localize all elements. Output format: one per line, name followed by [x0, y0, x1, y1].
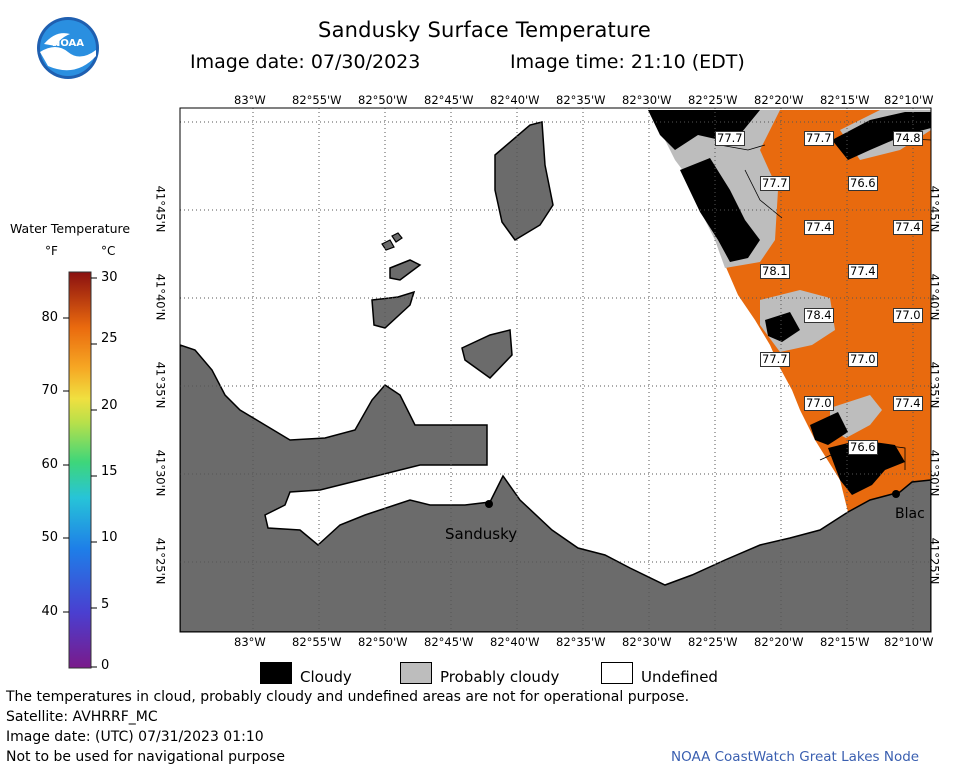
temperature-label: 74.8	[893, 131, 923, 146]
legend-c-tick: 30	[101, 270, 118, 285]
map-title: Sandusky Surface Temperature	[318, 18, 651, 42]
temperature-label: 77.7	[760, 176, 790, 191]
legend-c-tick: 15	[101, 464, 118, 479]
lat-label-left: 41°40'N	[153, 273, 168, 321]
lon-label-top: 82°10'W	[884, 93, 934, 107]
temperature-label: 76.6	[848, 440, 878, 455]
color-scale-bar	[63, 271, 97, 669]
lon-label-top: 82°55'W	[292, 93, 342, 107]
temperature-label: 78.4	[804, 308, 834, 323]
legend-c-tick: 0	[101, 658, 110, 673]
lon-label-top: 82°20'W	[754, 93, 804, 107]
temperature-label: 76.6	[848, 176, 878, 191]
legend-c-tick: 20	[101, 398, 118, 413]
cloudy-region	[828, 440, 905, 495]
legend-c-tick: 5	[101, 597, 110, 612]
city-marker	[485, 500, 493, 508]
lon-label-bottom: 82°10'W	[884, 635, 934, 649]
lat-label-left: 41°30'N	[153, 449, 168, 497]
disclaimer-text: The temperatures in cloud, probably clou…	[6, 689, 690, 705]
land-region	[180, 344, 931, 632]
legend-f-tick: 60	[41, 457, 58, 472]
lon-label-top: 82°25'W	[688, 93, 738, 107]
image-time: Image time: 21:10 (EDT)	[510, 51, 745, 73]
undefined-swatch	[601, 662, 633, 684]
temperature-label: 77.0	[893, 308, 923, 323]
temperature-label: 77.7	[715, 131, 745, 146]
noaa-logo-icon: NOAA	[37, 17, 99, 79]
island	[391, 232, 403, 243]
place-label-sandusky: Sandusky	[445, 525, 518, 543]
temperature-label: 77.4	[848, 264, 878, 279]
cloudy-region	[648, 110, 760, 150]
undefined-label: Undefined	[641, 668, 718, 686]
lon-label-top: 82°45'W	[424, 93, 474, 107]
lon-label-bottom: 82°20'W	[754, 635, 804, 649]
legend-title: Water Temperature	[10, 221, 131, 236]
probably-cloudy-swatch	[400, 662, 432, 684]
temperature-label: 77.4	[893, 220, 923, 235]
lon-label-top: 82°15'W	[820, 93, 870, 107]
island	[371, 290, 416, 329]
probably-cloudy-label: Probably cloudy	[440, 668, 560, 686]
lon-label-bottom: 82°45'W	[424, 635, 474, 649]
temperature-label: 77.0	[848, 352, 878, 367]
lat-label-left: 41°45'N	[153, 185, 168, 233]
utc-date-text: Image date: (UTC) 07/31/2023 01:10	[6, 729, 264, 745]
island	[494, 121, 554, 241]
nav-warning-text: Not to be used for navigational purpose	[6, 749, 285, 765]
legend-c-tick: 25	[101, 331, 118, 346]
lon-label-bottom: 82°55'W	[292, 635, 342, 649]
lon-label-top: 82°35'W	[556, 93, 606, 107]
lat-label-right: 41°30'N	[927, 449, 942, 497]
temperature-label: 77.4	[893, 396, 923, 411]
temperature-label: 77.7	[760, 352, 790, 367]
lon-label-top: 83°W	[234, 93, 266, 107]
temperature-label: 78.1	[760, 264, 790, 279]
credit-text: NOAA CoastWatch Great Lakes Node	[671, 749, 920, 765]
temperature-label: 77.0	[804, 396, 834, 411]
lon-label-bottom: 82°30'W	[622, 635, 672, 649]
legend-unit-f: °F	[45, 244, 58, 258]
cloudy-label: Cloudy	[300, 668, 352, 686]
lat-label-right: 41°45'N	[927, 185, 942, 233]
cloudy-region	[765, 312, 800, 342]
lon-label-bottom: 83°W	[234, 635, 266, 649]
legend-c-tick: 10	[101, 530, 118, 545]
lon-label-top: 82°50'W	[358, 93, 408, 107]
city-marker	[892, 490, 900, 498]
temperature-label: 77.4	[804, 220, 834, 235]
cloudy-swatch	[260, 662, 292, 684]
lat-label-right: 41°40'N	[927, 273, 942, 321]
island	[389, 259, 422, 281]
lon-label-bottom: 82°25'W	[688, 635, 738, 649]
satellite-text: Satellite: AVHRRF_MC	[6, 709, 158, 725]
temperature-label: 77.7	[804, 131, 834, 146]
cloudy-region	[832, 112, 931, 160]
legend-f-tick: 50	[41, 530, 58, 545]
lon-label-bottom: 82°15'W	[820, 635, 870, 649]
lon-label-bottom: 82°40'W	[490, 635, 540, 649]
place-label: Blac	[895, 506, 925, 522]
legend-f-tick: 40	[41, 604, 58, 619]
lon-label-bottom: 82°50'W	[358, 635, 408, 649]
legend-f-tick: 70	[41, 383, 58, 398]
island	[461, 329, 513, 379]
cloudy-region	[810, 412, 848, 445]
lon-label-bottom: 82°35'W	[556, 635, 606, 649]
lon-label-top: 82°40'W	[490, 93, 540, 107]
lat-label-left: 41°25'N	[153, 537, 168, 585]
logo-text: NOAA	[52, 38, 84, 49]
lat-label-right: 41°35'N	[927, 361, 942, 409]
lat-label-left: 41°35'N	[153, 361, 168, 409]
image-date: Image date: 07/30/2023	[190, 51, 421, 73]
legend-unit-c: °C	[101, 244, 116, 258]
lat-label-right: 41°25'N	[927, 537, 942, 585]
lon-label-top: 82°30'W	[622, 93, 672, 107]
legend-f-tick: 80	[41, 310, 58, 325]
